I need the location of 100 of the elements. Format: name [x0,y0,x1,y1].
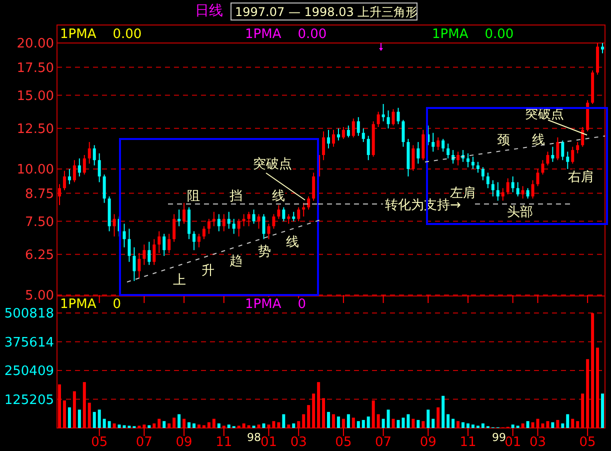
bar [531,422,534,428]
bar [432,418,435,428]
candlestick [366,135,370,161]
bar [571,418,574,428]
candlestick [168,233,171,254]
bar [122,425,126,428]
text: 1PMA 0.00 [432,27,514,42]
text: 1PMA 0.00 [245,27,327,42]
candlestick [546,151,550,166]
candlestick [277,204,280,220]
candlestick [382,103,385,122]
candlestick [192,230,196,251]
candlestick [172,214,176,242]
bar [406,414,410,428]
bar [287,424,290,428]
bar [376,414,380,428]
bar [78,410,81,428]
candlestick [576,142,580,154]
bar [152,423,156,428]
bar [302,414,306,428]
candlestick [102,174,106,204]
candlestick [392,108,395,126]
bar [82,382,86,428]
bar [227,424,230,428]
candlestick [272,214,276,230]
candlestick [531,180,534,200]
x-tick-label: 09 [176,435,192,450]
bar [352,418,355,428]
candlestick [442,138,445,152]
text: 阻挡线 [187,189,285,204]
candlestick [496,182,500,202]
bar [272,421,276,428]
candlestick [412,144,415,172]
candlestick [352,118,355,138]
candlestick [58,184,61,206]
candlestick [98,152,101,183]
candlestick [158,230,161,254]
bar [382,418,385,428]
candlestick [521,186,524,200]
candlestick [287,214,290,224]
candlestick [491,180,494,197]
bar [202,425,206,428]
y-tick-label: 125205 [4,392,54,408]
x-tick-label: 11 [460,435,476,450]
y-tick-label: 10.00 [16,162,54,178]
bar [466,423,470,428]
candlestick [456,151,460,166]
bar [362,420,365,428]
bar [168,423,171,428]
bar [247,425,250,428]
candlestick [237,218,240,237]
bar [88,402,91,428]
bar [356,421,360,428]
bar [471,424,474,428]
candlestick [162,233,166,256]
candlestick [222,214,226,232]
bar [282,414,286,428]
x-tick-label: 01 [260,435,277,450]
candlestick [197,233,200,248]
bar [162,421,166,428]
candlestick [327,129,330,149]
bar [402,418,405,428]
candlestick [386,110,390,129]
bar [456,421,460,428]
x-tick-label: 05 [91,435,108,450]
bar [207,422,210,428]
bar [92,412,96,428]
bar [102,418,106,428]
candlestick [481,166,484,181]
candlestick [68,168,71,185]
bar [462,422,465,428]
candlestick [336,128,340,141]
bar [277,422,280,428]
bar [327,412,330,428]
candlestick [257,214,260,230]
bar [601,394,604,428]
candlestick [217,214,220,232]
bar [292,423,296,428]
bar [446,414,450,428]
candlestick [138,252,141,278]
text: 1PMA 0.00 [60,27,142,42]
candlestick [282,206,286,222]
y-tick-label: 6.25 [25,248,54,263]
bar [332,414,335,428]
candlestick [601,42,604,54]
bar [257,424,260,428]
candlestick [227,211,230,230]
chart-subtitle: 日线 [195,3,223,19]
candlestick [506,178,510,195]
candlestick [212,211,216,227]
candlestick [142,244,146,266]
text: 99 [492,431,506,444]
bar [561,423,564,428]
bar [556,420,560,428]
bar [526,421,530,428]
bar [178,414,181,428]
candlestick [476,161,480,174]
bar [541,423,544,428]
bar [596,348,600,428]
x-tick-label: 01 [504,435,522,450]
